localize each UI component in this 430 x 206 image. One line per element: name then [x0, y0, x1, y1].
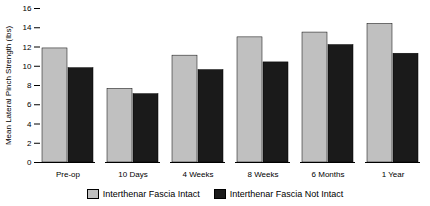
svg-text:Pre-op: Pre-op: [56, 170, 81, 179]
svg-text:4: 4: [27, 120, 32, 129]
svg-text:8 Weeks: 8 Weeks: [248, 170, 279, 179]
svg-text:6 Months: 6 Months: [312, 170, 345, 179]
html-text:Interthenar Fascia Intact: Interthenar Fascia Intact: [102, 189, 200, 199]
html-text:Interthenar Fascia Not Intact: Interthenar Fascia Not Intact: [229, 189, 344, 199]
svg-text:14: 14: [23, 23, 32, 32]
svg-text:6: 6: [27, 100, 32, 109]
svg-text:Mean Lateral Pinch Strength (l: Mean Lateral Pinch Strength (lbs): [4, 26, 13, 146]
svg-text:0: 0: [27, 158, 32, 167]
svg-text:8: 8: [27, 81, 32, 90]
svg-text:12: 12: [23, 43, 32, 52]
svg-text:1 Year: 1 Year: [382, 170, 405, 179]
svg-text:16: 16: [23, 4, 32, 13]
svg-text:10 Days: 10 Days: [118, 170, 147, 179]
svg-text:2: 2: [27, 139, 32, 148]
svg-text:10: 10: [23, 62, 32, 71]
svg-text:4 Weeks: 4 Weeks: [183, 170, 214, 179]
